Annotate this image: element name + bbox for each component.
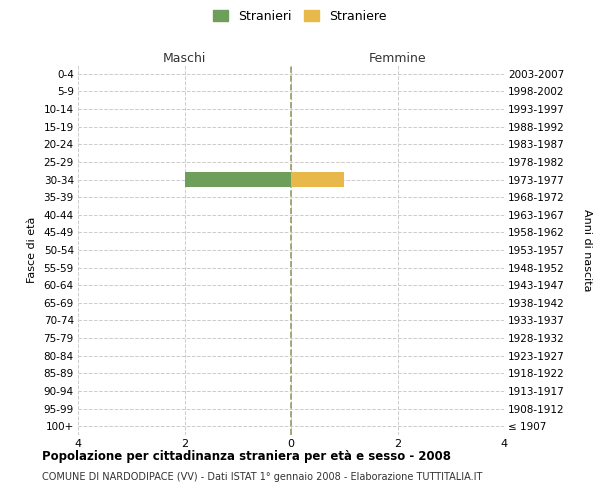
Text: COMUNE DI NARDODIPACE (VV) - Dati ISTAT 1° gennaio 2008 - Elaborazione TUTTITALI: COMUNE DI NARDODIPACE (VV) - Dati ISTAT … [42,472,482,482]
Text: Femmine: Femmine [368,52,427,65]
Bar [185,172,291,186]
Text: Popolazione per cittadinanza straniera per età e sesso - 2008: Popolazione per cittadinanza straniera p… [42,450,451,463]
Bar [291,172,344,186]
Y-axis label: Fasce di età: Fasce di età [26,217,37,283]
Y-axis label: Anni di nascita: Anni di nascita [581,209,592,291]
Text: Maschi: Maschi [163,52,206,65]
Legend: Stranieri, Straniere: Stranieri, Straniere [209,6,391,26]
